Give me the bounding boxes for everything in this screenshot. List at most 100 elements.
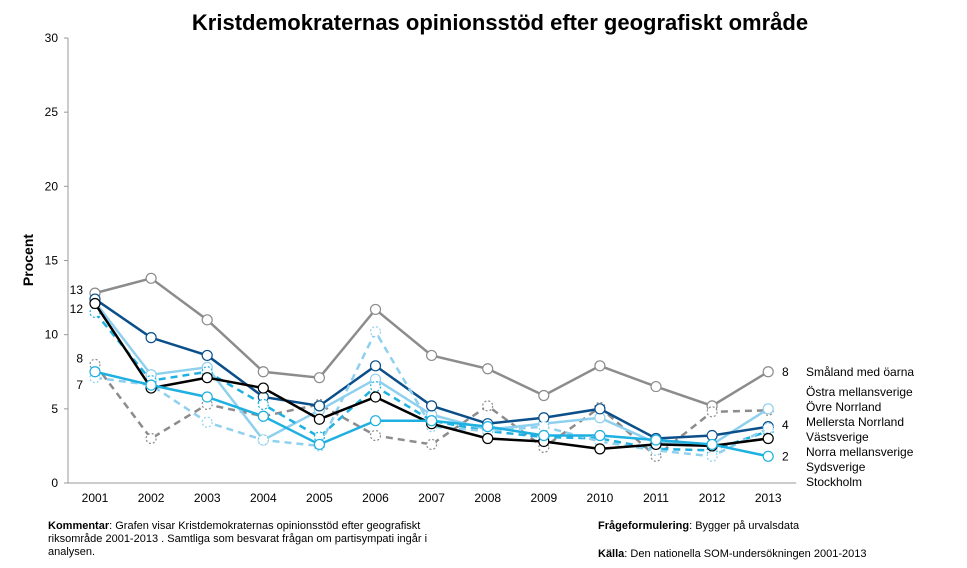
x-tick-label: 2005 [306,491,333,505]
start-value-label: 8 [76,351,83,365]
source-text: : Den nationella SOM-undersökningen 2001… [624,548,867,560]
y-tick-label: 20 [45,179,59,193]
data-point [482,421,494,433]
data-point [313,400,325,412]
chart-title: Kristdemokraternas opinionsstöd efter ge… [191,10,809,35]
data-point [313,413,325,425]
question-note: Frågeformulering: Bygger på urvalsdata [598,520,799,533]
data-point [762,403,774,415]
legend-label: Sydsverige [806,460,866,474]
data-point [201,391,213,403]
data-point [145,272,157,284]
y-tick-label: 15 [45,254,59,268]
data-point [89,297,101,310]
y-tick-label: 5 [51,402,58,416]
data-point [426,400,438,412]
data-point [538,421,550,433]
question-text: : Bygger på urvalsdata [689,520,800,532]
end-value-label: 4 [782,418,789,432]
data-point [538,389,550,402]
y-tick-label: 30 [45,31,59,45]
data-point [369,391,382,403]
data-point [426,438,438,451]
data-point [762,422,774,434]
start-value-label: 12 [70,302,84,316]
data-point [482,400,494,412]
legend-label: Västsverige [806,430,869,444]
data-point [145,432,157,445]
x-tick-label: 2003 [194,491,221,505]
comment-text: : Grafen visar Kristdemokraternas opinio… [48,520,428,558]
legend-label: Övre Norrland [806,400,881,414]
data-point [538,412,550,424]
source-label: Källa [598,548,625,560]
data-point [762,366,774,378]
data-point [369,380,382,393]
legend-label: Stockholm [806,475,862,489]
data-point [201,416,213,428]
data-point [482,363,494,375]
x-tick-label: 2004 [250,491,277,505]
source-note: Källa: Den nationella SOM-undersökningen… [598,548,866,561]
data-point [482,432,494,445]
data-point [762,450,774,462]
data-point [313,372,325,384]
data-point [145,332,157,344]
start-value-label: 13 [70,283,84,297]
data-point [201,349,213,362]
x-tick-label: 2002 [138,491,165,505]
data-point [706,406,718,418]
x-tick-label: 2001 [82,491,109,505]
data-point [594,429,606,442]
data-point [201,372,213,384]
data-point [538,429,550,442]
data-point [426,349,438,362]
data-point [426,415,438,427]
x-tick-label: 2012 [699,491,726,505]
end-value-label: 8 [782,365,789,379]
y-axis-label: Procent [20,234,36,286]
legend-label: Småland med öarna [806,365,914,379]
y-tick-label: 25 [45,105,59,119]
data-point [706,438,718,451]
data-point [650,380,662,393]
series-line [94,276,769,408]
data-point [706,450,718,462]
x-tick-label: 2010 [587,491,614,505]
x-tick-label: 2006 [362,491,389,505]
data-point [257,382,269,394]
legend-label: Mellersta Norrland [806,415,904,429]
legend-label: Norra mellansverige [806,445,914,459]
data-point [257,410,269,422]
data-point [369,429,382,442]
data-point [369,326,382,338]
comment-label: Kommentar [48,520,110,532]
data-point [369,360,382,372]
question-label: Frågeformulering [598,520,690,532]
comment-note: Kommentar: Grafen visar Kristdemokratern… [48,520,428,559]
data-point [257,398,269,410]
data-point [650,434,662,446]
data-point [201,314,213,326]
data-point [145,379,157,391]
x-tick-label: 2013 [755,491,782,505]
data-point [313,438,325,451]
data-point [257,366,269,378]
x-tick-label: 2008 [474,491,501,505]
x-tick-label: 2009 [530,491,557,505]
start-value-label: 7 [76,378,83,392]
data-point [594,403,606,415]
end-value-label: 2 [782,449,789,463]
data-point [369,415,382,427]
data-point [257,434,269,446]
data-point [594,360,606,372]
data-point [762,432,774,445]
data-point [369,303,382,316]
y-tick-label: 0 [51,476,58,490]
data-point [89,366,101,378]
x-tick-label: 2007 [418,491,445,505]
legend-label: Östra mellansverige [806,385,913,399]
x-tick-label: 2011 [643,491,669,505]
data-point [594,443,606,455]
